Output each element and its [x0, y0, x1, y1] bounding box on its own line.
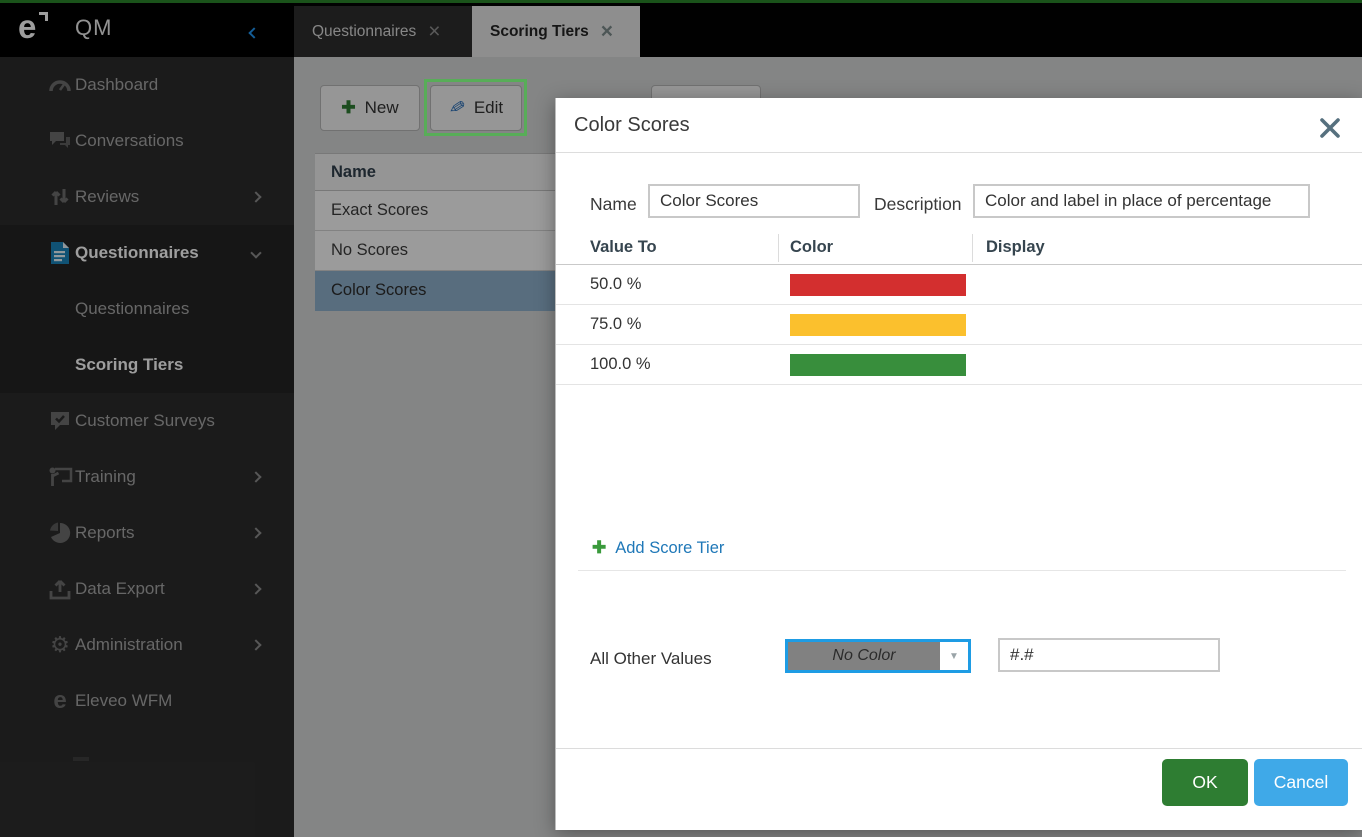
- name-input[interactable]: [648, 184, 860, 218]
- sidebar-item-customer-surveys[interactable]: Customer Surveys: [0, 393, 294, 449]
- header-divider: [556, 152, 1362, 153]
- eleveo-logo: e: [18, 7, 49, 47]
- sidebar-item-label: Eleveo WFM: [75, 691, 173, 710]
- conversations-chat-icon: [45, 129, 75, 153]
- new-button-label: New: [364, 98, 399, 117]
- sidebar-item-data-export[interactable]: Data Export: [0, 561, 294, 617]
- add-score-tier-label: Add Score Tier: [615, 538, 725, 557]
- tab-questionnaires[interactable]: Questionnaires ×: [294, 6, 472, 57]
- sidebar-item-label: Questionnaires: [75, 243, 199, 262]
- training-presenter-icon: [45, 465, 75, 489]
- display-format-input[interactable]: [998, 638, 1220, 672]
- eleveo-logo-hook: [39, 12, 49, 21]
- tier-row[interactable]: 100.0 %: [556, 345, 1362, 385]
- reviews-arrows-icon: [45, 185, 75, 209]
- sidebar-item-label: Conversations: [75, 131, 184, 150]
- tab-close-icon[interactable]: ×: [600, 20, 614, 43]
- row-divider: [556, 384, 1362, 385]
- sidebar-item-dashboard[interactable]: Dashboard: [0, 57, 294, 113]
- dashboard-gauge-icon: [45, 73, 75, 97]
- column-separator: [972, 234, 973, 262]
- sidebar-item-training[interactable]: Training: [0, 449, 294, 505]
- tier-color-swatch-red[interactable]: [790, 274, 966, 296]
- section-divider: [578, 570, 1346, 571]
- tier-row[interactable]: 50.0 %: [556, 265, 1362, 305]
- no-color-dropdown[interactable]: No Color ▼: [785, 639, 971, 673]
- sidebar-item-label: Data Export: [75, 579, 165, 598]
- column-header-color: Color: [790, 238, 834, 256]
- sidebar: e QM Dashboard: [0, 0, 294, 837]
- tab-label: Scoring Tiers: [490, 22, 589, 40]
- sidebar-item-label: Administration: [75, 635, 183, 654]
- tier-color-swatch-yellow[interactable]: [790, 314, 966, 336]
- name-label: Name: [590, 194, 637, 214]
- column-header-value-to: Value To: [590, 238, 657, 256]
- all-other-values-label: All Other Values: [590, 649, 712, 668]
- eleveo-logo-icon: e: [53, 687, 67, 714]
- sidebar-item-label: Customer Surveys: [75, 411, 215, 430]
- tab-close-icon[interactable]: ×: [428, 20, 441, 43]
- edit-button[interactable]: ✎ Edit: [430, 85, 522, 131]
- app-title: QM: [75, 15, 113, 40]
- sidebar-item-conversations[interactable]: Conversations: [0, 113, 294, 169]
- tier-row[interactable]: 75.0 %: [556, 305, 1362, 345]
- sidebar-header: e QM: [0, 0, 294, 57]
- tier-color-swatch-green[interactable]: [790, 354, 966, 376]
- table-header-underline: [556, 264, 1362, 265]
- close-icon[interactable]: [1314, 112, 1346, 144]
- sidebar-item-label: Questionnaires: [75, 299, 190, 318]
- sidebar-item-label: Scoring Tiers: [75, 355, 184, 374]
- no-color-dropdown-value: No Color: [788, 642, 940, 670]
- sidebar-item-label: Dashboard: [75, 75, 159, 94]
- sidebar-item-label: Reports: [75, 523, 135, 542]
- top-accent-line: [0, 0, 1362, 3]
- footer-divider: [556, 748, 1362, 749]
- sidebar-subitem-questionnaires[interactable]: Questionnaires: [0, 281, 294, 337]
- tier-value: 75.0 %: [590, 315, 642, 333]
- plus-icon: ✚: [341, 98, 356, 117]
- partial-menu-item: [73, 757, 89, 761]
- row-divider: [556, 344, 1362, 345]
- survey-bubble-check-icon: [45, 409, 75, 433]
- ok-button[interactable]: OK: [1162, 759, 1248, 806]
- tab-scoring-tiers[interactable]: Scoring Tiers ×: [472, 6, 640, 57]
- sidebar-item-reports[interactable]: Reports: [0, 505, 294, 561]
- sidebar-item-label: Reviews: [75, 187, 140, 206]
- sidebar-item-reviews[interactable]: Reviews: [0, 169, 294, 225]
- add-score-tier-link[interactable]: ✚ Add Score Tier: [592, 538, 724, 558]
- gear-icon: ⚙: [50, 632, 70, 657]
- sidebar-item-administration[interactable]: ⚙ Administration: [0, 617, 294, 673]
- sidebar-questionnaires-group: Questionnaires Questionnaires Scoring Ti…: [0, 225, 294, 393]
- questionnaire-document-icon: [45, 240, 75, 266]
- reports-pie-icon: [45, 521, 75, 545]
- sidebar-item-label: Training: [75, 467, 136, 486]
- tab-label: Questionnaires: [312, 22, 417, 40]
- description-label: Description: [874, 194, 962, 214]
- column-header-display: Display: [986, 238, 1045, 256]
- row-divider: [556, 304, 1362, 305]
- cancel-button[interactable]: Cancel: [1254, 759, 1348, 806]
- new-button[interactable]: ✚ New: [320, 85, 420, 131]
- edit-button-label: Edit: [473, 98, 504, 117]
- eleveo-logo-letter: e: [18, 8, 37, 45]
- tier-value: 100.0 %: [590, 355, 651, 373]
- color-scores-dialog: Color Scores Name Description Value To C…: [555, 98, 1362, 830]
- tier-value: 50.0 %: [590, 275, 642, 293]
- dialog-title: Color Scores: [574, 114, 690, 136]
- description-input[interactable]: [973, 184, 1310, 218]
- sidebar-item-eleveo-wfm[interactable]: e Eleveo WFM: [0, 673, 294, 729]
- data-export-upload-icon: [45, 577, 75, 601]
- column-separator: [778, 234, 779, 262]
- dropdown-arrow-icon[interactable]: ▼: [940, 642, 968, 670]
- sidebar-subitem-scoring-tiers[interactable]: Scoring Tiers: [0, 337, 294, 393]
- sidebar-item-questionnaires[interactable]: Questionnaires: [0, 225, 294, 281]
- tab-bar: Questionnaires × Scoring Tiers ×: [294, 0, 1362, 57]
- plus-icon: ✚: [592, 538, 607, 557]
